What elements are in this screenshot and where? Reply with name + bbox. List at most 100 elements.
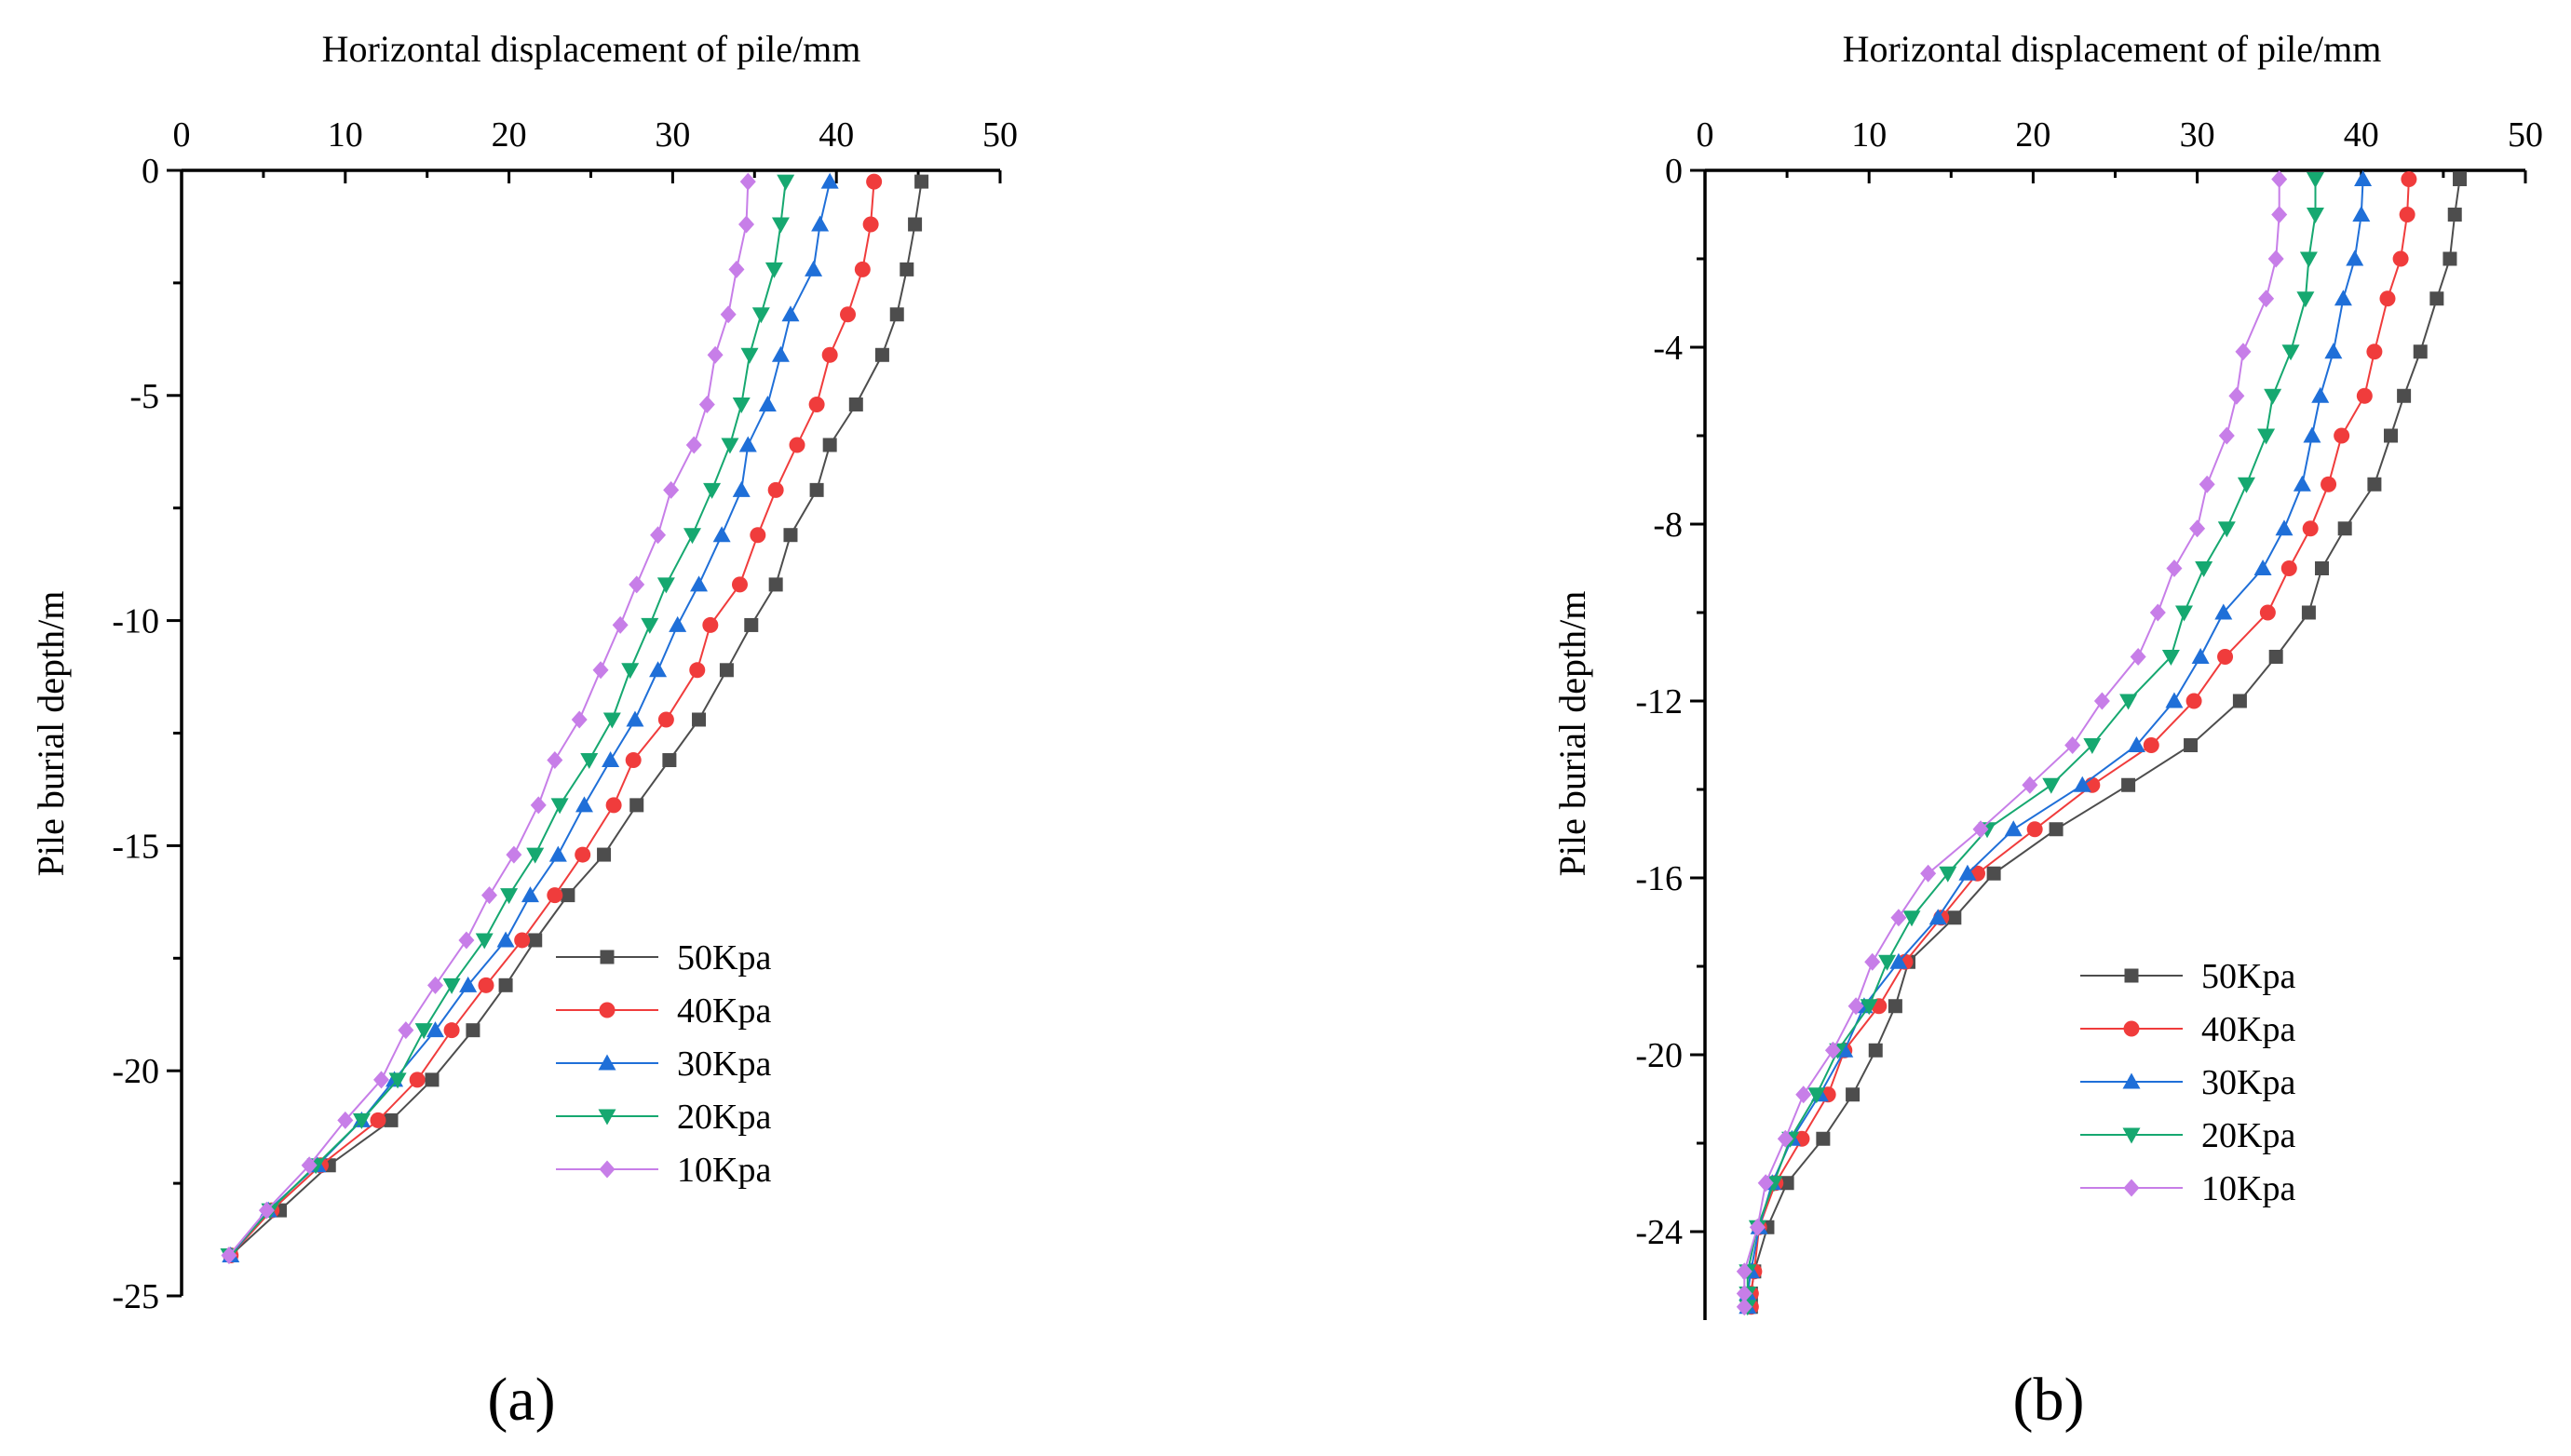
data-point [506, 845, 522, 864]
data-point [649, 661, 668, 678]
data-point [459, 976, 478, 992]
data-point [2271, 170, 2288, 188]
data-point [2321, 476, 2337, 492]
data-point [2399, 207, 2415, 222]
data-point [2264, 388, 2282, 405]
data-point [2191, 648, 2210, 664]
data-point [550, 798, 569, 815]
data-point [738, 436, 757, 452]
data-point [443, 1022, 460, 1039]
data-point [2228, 386, 2245, 405]
data-point [592, 661, 609, 680]
data-point [547, 887, 563, 904]
data-point [2064, 736, 2081, 754]
data-point [783, 528, 798, 543]
data-point [2237, 477, 2255, 493]
data-point [1736, 1298, 1752, 1316]
data-point [2413, 344, 2428, 359]
data-point [478, 977, 494, 993]
data-point [2042, 777, 2061, 794]
data-point [707, 345, 724, 364]
data-point [621, 663, 640, 680]
data-point [1888, 999, 1902, 1014]
data-point [2275, 519, 2294, 536]
data-point [768, 577, 783, 592]
data-point [2130, 648, 2146, 666]
data-point [605, 797, 622, 814]
x-tick-label: 10 [328, 115, 363, 155]
data-point [547, 751, 563, 770]
series-40Kpa [1742, 171, 2417, 1315]
data-point [2334, 427, 2350, 444]
data-point [739, 172, 756, 191]
data-point [1920, 864, 1937, 883]
data-point [2073, 775, 2091, 792]
y-tick-label: -25 [112, 1277, 159, 1316]
data-point [384, 1112, 399, 1127]
x-tick-label: 30 [2180, 115, 2215, 155]
series-line [229, 182, 875, 1257]
legend-label: 10Kpa [2201, 1169, 2295, 1208]
y-tick-label: -16 [1635, 859, 1683, 898]
data-point [683, 528, 701, 545]
data-point [2447, 208, 2462, 222]
data-point [698, 395, 715, 413]
data-point [732, 397, 751, 413]
data-point [2049, 822, 2064, 837]
y-tick-label: -5 [129, 377, 159, 416]
data-point [728, 260, 745, 278]
data-point [2392, 250, 2409, 267]
data-point [498, 977, 513, 992]
data-point [821, 346, 838, 363]
data-point [602, 751, 620, 768]
series-50Kpa [1743, 172, 2468, 1314]
data-point [521, 886, 539, 903]
data-point [689, 662, 706, 679]
data-point [2337, 521, 2352, 536]
legend-marker [599, 1160, 616, 1179]
data-point [1824, 1041, 1841, 1059]
legend-label: 30Kpa [2201, 1063, 2295, 1102]
data-point [514, 932, 531, 949]
x-axis-title: Horizontal displacement of pile/mm [322, 28, 861, 70]
data-point [2259, 604, 2276, 621]
data-point [580, 753, 599, 770]
data-point [1939, 866, 1957, 883]
panel-label: (b) [2013, 1366, 2085, 1434]
y-tick-label: -20 [112, 1052, 159, 1091]
data-point [548, 845, 567, 862]
data-point [2366, 344, 2383, 360]
data-point [2306, 208, 2324, 223]
data-point [809, 482, 824, 497]
legend-marker [2123, 1020, 2140, 1037]
data-point [1958, 864, 1977, 881]
data-point [2175, 605, 2194, 622]
data-point [750, 527, 766, 544]
data-point [571, 710, 588, 729]
data-point [1864, 952, 1881, 971]
data-point [866, 173, 883, 190]
data-point [2401, 171, 2417, 187]
data-point [2218, 426, 2235, 445]
data-point [1878, 954, 1897, 971]
legend-label: 20Kpa [2201, 1116, 2295, 1155]
legend-label: 10Kpa [677, 1151, 771, 1190]
data-point [719, 663, 734, 678]
data-point [2301, 605, 2316, 620]
data-point [721, 438, 739, 454]
data-point [2453, 172, 2468, 186]
x-axis-title: Horizontal displacement of pile/mm [1843, 28, 2382, 70]
y-tick-label: -20 [1635, 1036, 1683, 1075]
data-point [732, 480, 751, 497]
data-point [2429, 291, 2444, 306]
data-point [2166, 559, 2183, 577]
data-point [629, 798, 644, 813]
data-point [805, 260, 823, 276]
x-tick-label: 20 [2015, 115, 2050, 155]
data-point [475, 933, 494, 950]
data-point [789, 437, 805, 453]
data-point [2356, 387, 2373, 404]
data-point [2303, 426, 2321, 443]
series-line [1750, 179, 2461, 1307]
legend-marker [599, 1002, 616, 1018]
